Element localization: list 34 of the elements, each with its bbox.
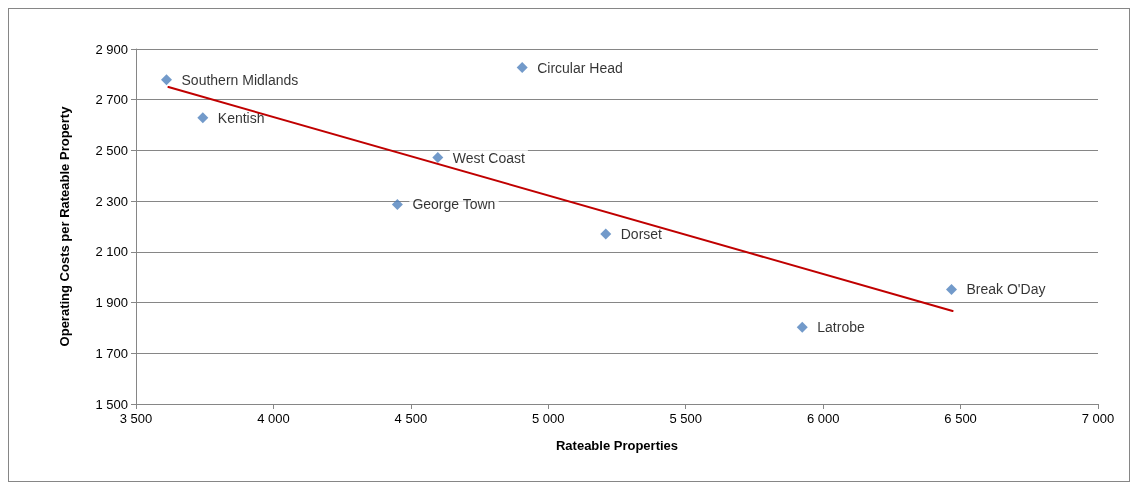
point — [796, 321, 808, 333]
annotation: Latrobe — [817, 319, 865, 336]
point — [516, 62, 528, 74]
point — [946, 283, 957, 295]
x-tick-label: 5 500 — [669, 411, 702, 426]
y-tick-label: 2 900 — [95, 41, 128, 57]
x-tick-label: 5 000 — [532, 411, 565, 426]
y-tick-label: 2 700 — [95, 92, 128, 108]
point — [391, 198, 403, 210]
point — [600, 228, 612, 240]
y-tick-label: 1 500 — [95, 396, 128, 412]
x-tick-label: 3 500 — [119, 411, 153, 426]
point — [197, 112, 209, 124]
annotation: Kentish — [217, 109, 265, 126]
point — [432, 152, 444, 164]
annotation: George Town — [412, 196, 496, 213]
annotation: Break O'Day — [966, 281, 1046, 298]
annotation: Southern Midlands — [181, 71, 299, 88]
y-axis-title: Operating Costs per Rateable Property — [57, 105, 72, 347]
y-tick-label: 2 500 — [95, 142, 128, 158]
x-tick-label: 6 500 — [944, 411, 977, 426]
y-tick-label: 1 700 — [95, 345, 128, 361]
x-axis-title: Rateable Properties — [555, 438, 679, 453]
annotation: West Coast — [452, 149, 525, 166]
annotation: Circular Head — [537, 59, 623, 76]
x-tick-label: 6 000 — [806, 411, 840, 426]
y-tick-label: 2 100 — [95, 244, 128, 260]
y-tick-label: 1 900 — [95, 295, 128, 311]
y-tick-label: 2 300 — [95, 193, 128, 209]
x-tick-label: 4 000 — [257, 411, 290, 426]
annotation: Dorset — [620, 226, 663, 243]
x-tick-label: 7 000 — [1081, 411, 1115, 426]
x-tick-label: 4 500 — [394, 411, 428, 426]
point — [161, 74, 173, 86]
